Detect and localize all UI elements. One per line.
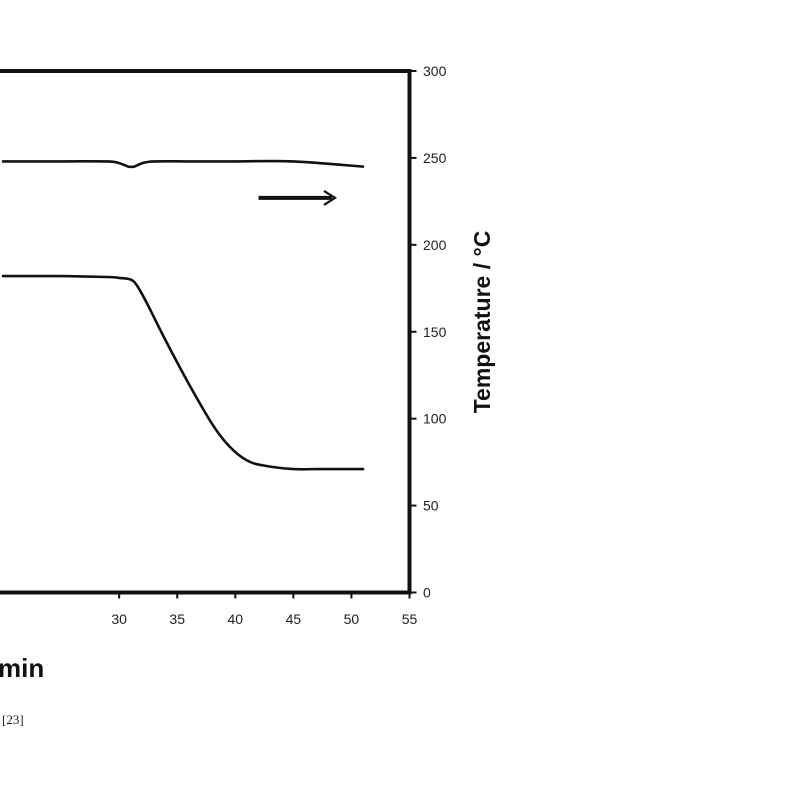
y-tick-label: 100 bbox=[423, 411, 447, 427]
y-tick-label: 50 bbox=[423, 498, 439, 514]
y-axis-label: Temperature / °C bbox=[469, 231, 495, 414]
arrow-to-right-axis bbox=[258, 189, 338, 206]
right-axis-ticks: 0 50 100 150 200 250 300 bbox=[409, 63, 447, 601]
x-tick-label: 50 bbox=[344, 611, 360, 627]
series-group bbox=[1, 159, 365, 471]
x-tick-label: 55 bbox=[402, 611, 418, 627]
x-tick-label: 30 bbox=[111, 611, 127, 627]
y-tick-label: 200 bbox=[423, 237, 447, 253]
series-line-2 bbox=[1, 274, 365, 471]
x-tick-label: 35 bbox=[169, 611, 185, 627]
bottom-axis-ticks: 30 35 40 45 50 55 bbox=[111, 592, 418, 627]
arrow-head bbox=[323, 189, 338, 206]
y-tick-label: 0 bbox=[423, 585, 431, 601]
reference-footnote: [23] bbox=[2, 712, 24, 727]
y-tick-label: 300 bbox=[423, 63, 447, 79]
series-line-1 bbox=[1, 159, 365, 169]
x-tick-label: 45 bbox=[286, 611, 302, 627]
plot-frame bbox=[0, 69, 412, 595]
y-tick-label: 250 bbox=[423, 150, 447, 166]
y-tick-label: 150 bbox=[423, 324, 447, 340]
x-axis-label: min bbox=[0, 653, 44, 683]
x-tick-label: 40 bbox=[227, 611, 243, 627]
